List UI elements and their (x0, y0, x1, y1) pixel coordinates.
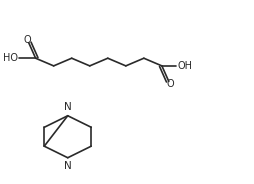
Text: N: N (64, 161, 71, 171)
Text: O: O (24, 35, 31, 45)
Text: OH: OH (177, 61, 192, 71)
Text: HO: HO (3, 53, 18, 63)
Text: N: N (64, 102, 71, 112)
Text: O: O (166, 79, 173, 89)
